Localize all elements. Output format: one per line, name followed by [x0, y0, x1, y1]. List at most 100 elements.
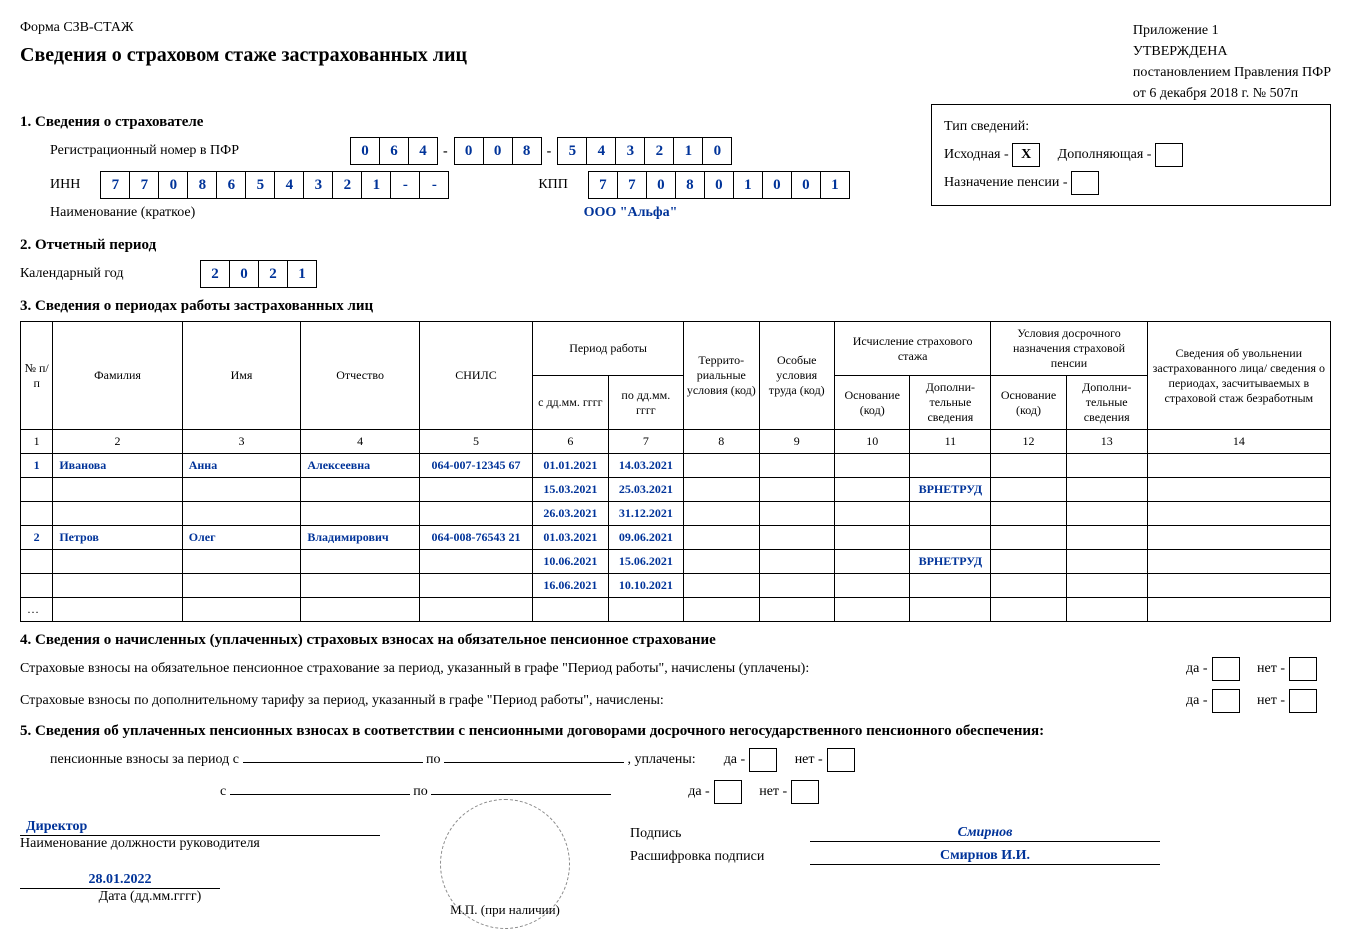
reg-cell[interactable]: 0	[702, 137, 732, 165]
table-cell	[21, 574, 53, 598]
s5-from2[interactable]	[230, 794, 410, 795]
s5-to2[interactable]	[431, 794, 611, 795]
year-cell[interactable]: 2	[258, 260, 288, 288]
inn-cell[interactable]: 0	[158, 171, 188, 199]
table-cell	[834, 598, 909, 622]
th-special: Особые условия труда (код)	[759, 322, 834, 430]
s5-2-yes[interactable]	[714, 780, 742, 804]
approval-line: от 6 декабря 2018 г. № 507п	[1133, 83, 1331, 104]
s5-1-yes[interactable]	[749, 748, 777, 772]
inn-cell[interactable]: -	[419, 171, 449, 199]
inn-cell[interactable]: 4	[274, 171, 304, 199]
reg-cell[interactable]: 0	[350, 137, 380, 165]
stamp-placeholder: М.П. (при наличии)	[440, 799, 570, 929]
table-cell	[1066, 454, 1147, 478]
signature-val: Смирнов	[810, 825, 1160, 842]
table-cell	[53, 598, 182, 622]
table-cell	[1147, 598, 1330, 622]
kpp-cell[interactable]: 0	[704, 171, 734, 199]
inn-cell[interactable]: 6	[216, 171, 246, 199]
inn-cell[interactable]: 8	[187, 171, 217, 199]
table-cell	[910, 598, 991, 622]
kpp-cell[interactable]: 7	[617, 171, 647, 199]
kpp-cell[interactable]: 0	[762, 171, 792, 199]
checkbox-original[interactable]: Х	[1012, 143, 1040, 167]
inn-cell[interactable]: 7	[129, 171, 159, 199]
s4-2-yes[interactable]	[1212, 689, 1240, 713]
reg-cell[interactable]: 4	[408, 137, 438, 165]
kpp-cell[interactable]: 0	[646, 171, 676, 199]
reg-cell[interactable]: 1	[673, 137, 703, 165]
table-cell	[182, 598, 301, 622]
table-cell	[419, 550, 532, 574]
reg-cell[interactable]: 8	[512, 137, 542, 165]
year-cell[interactable]: 0	[229, 260, 259, 288]
th-basis1: Основание (код)	[834, 376, 909, 430]
kpp-cell[interactable]: 1	[733, 171, 763, 199]
kpp-cell[interactable]: 8	[675, 171, 705, 199]
table-cell	[301, 598, 420, 622]
periods-table: № п/п Фамилия Имя Отчество СНИЛС Период …	[20, 321, 1331, 622]
s5-2-no[interactable]	[791, 780, 819, 804]
th-extra2: Дополни- тельные сведения	[1066, 376, 1147, 430]
table-cell: ВРНЕТРУД	[910, 478, 991, 502]
table-cell	[1147, 574, 1330, 598]
s5-from1[interactable]	[243, 762, 423, 763]
table-cell: 09.06.2021	[608, 526, 683, 550]
section1-header: 1. Сведения о страхователе	[20, 114, 911, 131]
s4-1-no[interactable]	[1289, 657, 1317, 681]
ellipsis-row: …	[21, 598, 53, 622]
table-cell	[419, 502, 532, 526]
table-cell	[182, 550, 301, 574]
s4-2-no[interactable]	[1289, 689, 1317, 713]
inn-cell[interactable]: 7	[100, 171, 130, 199]
inn-cell[interactable]: 1	[361, 171, 391, 199]
table-cell: 25.03.2021	[608, 478, 683, 502]
year-cell[interactable]: 1	[287, 260, 317, 288]
opt-pension: Назначение пенсии -	[944, 175, 1071, 190]
inn-cell[interactable]: 2	[332, 171, 362, 199]
table-cell	[991, 502, 1066, 526]
year-cell[interactable]: 2	[200, 260, 230, 288]
s5-1-no[interactable]	[827, 748, 855, 772]
table-cell	[419, 478, 532, 502]
reg-cell[interactable]: 0	[483, 137, 513, 165]
s5-to1[interactable]	[444, 762, 624, 763]
reg-cell[interactable]: 5	[557, 137, 587, 165]
table-cell	[991, 550, 1066, 574]
yes-label: да -	[688, 784, 710, 800]
reg-cell[interactable]: 3	[615, 137, 645, 165]
table-cell: 01.03.2021	[533, 526, 608, 550]
opt-suppl: Дополняющая -	[1058, 147, 1155, 162]
kpp-cell[interactable]: 0	[791, 171, 821, 199]
table-cell	[1066, 574, 1147, 598]
reg-cell[interactable]: 2	[644, 137, 674, 165]
col-num: 14	[1147, 430, 1330, 454]
s4-1-yes[interactable]	[1212, 657, 1240, 681]
col-num: 3	[182, 430, 301, 454]
table-cell	[301, 574, 420, 598]
page-title: Сведения о страховом стаже застрахованны…	[20, 44, 467, 67]
inn-cell[interactable]: -	[390, 171, 420, 199]
reg-cell[interactable]: 6	[379, 137, 409, 165]
reg-cell[interactable]: 0	[454, 137, 484, 165]
table-cell: Алексеевна	[301, 454, 420, 478]
checkbox-suppl[interactable]	[1155, 143, 1183, 167]
date-val: 28.01.2022	[20, 872, 220, 889]
col-num: 9	[759, 430, 834, 454]
inn-cell[interactable]: 5	[245, 171, 275, 199]
kpp-cell[interactable]: 1	[820, 171, 850, 199]
kpp-cell[interactable]: 7	[588, 171, 618, 199]
s5-1c: , уплачены:	[628, 752, 696, 767]
col-num: 11	[910, 430, 991, 454]
col-num: 1	[21, 430, 53, 454]
inn-cell[interactable]: 3	[303, 171, 333, 199]
table-cell	[759, 598, 834, 622]
table-cell	[182, 478, 301, 502]
table-cell	[759, 550, 834, 574]
checkbox-pension[interactable]	[1071, 171, 1099, 195]
no-label: нет -	[759, 784, 787, 800]
reg-cell[interactable]: 4	[586, 137, 616, 165]
table-cell	[834, 526, 909, 550]
table-cell	[53, 478, 182, 502]
